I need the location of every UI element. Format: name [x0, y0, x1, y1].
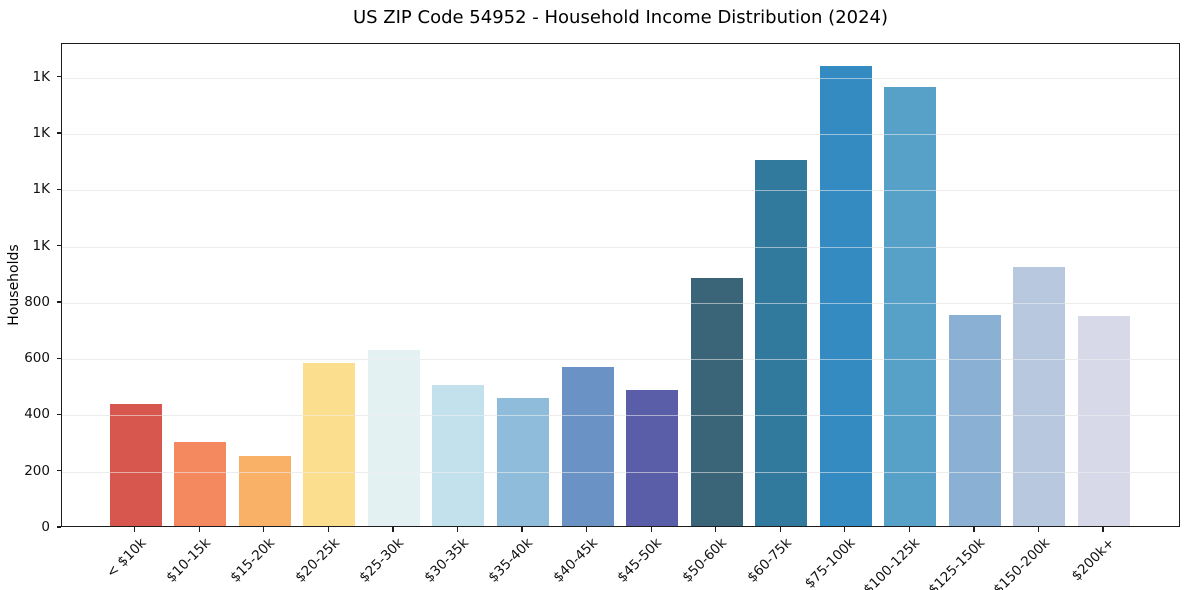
- x-tick-label: $125-150k: [925, 535, 989, 590]
- y-tick-label: 0: [41, 519, 50, 535]
- x-tick-mark: [585, 527, 588, 532]
- x-tick-label: $50-60k: [679, 535, 730, 586]
- x-tick-mark: [1037, 527, 1040, 532]
- bar-150-200k: [1013, 267, 1066, 526]
- x-tick-mark: [973, 527, 975, 532]
- y-tick-label: 200: [24, 462, 50, 479]
- x-tick-label: $30-35k: [421, 535, 472, 586]
- x-tick-label: $25-30k: [356, 535, 408, 586]
- gridline: [62, 134, 1179, 135]
- y-tick-mark: [57, 526, 61, 528]
- y-tick-mark: [57, 413, 61, 416]
- bar-35-40k: [497, 398, 549, 526]
- x-tick-mark: [715, 527, 717, 532]
- x-tick-mark: [844, 527, 846, 532]
- bar-75-100k: [819, 65, 872, 526]
- plot-area: [61, 43, 1180, 527]
- x-tick-mark: [392, 527, 394, 532]
- y-tick-label: 1K: [32, 125, 50, 141]
- x-tick-label: $10-15k: [162, 535, 214, 586]
- gridline: [62, 246, 1179, 248]
- y-tick-mark: [57, 76, 61, 78]
- bar-20-25k: [303, 362, 356, 526]
- bar-125-150k: [948, 315, 1001, 526]
- y-tick-label: 800: [24, 293, 50, 310]
- gridline: [62, 415, 1179, 417]
- y-tick-label: 1K: [32, 181, 50, 198]
- gridline: [62, 471, 1179, 473]
- y-tick-label: 1K: [32, 237, 50, 254]
- bar-10-15k: [174, 441, 227, 526]
- gridline: [62, 359, 1179, 361]
- bar-200k: [1078, 316, 1130, 526]
- x-tick-mark: [456, 527, 459, 532]
- x-tick-mark: [134, 527, 136, 532]
- bar-100-125k: [884, 87, 937, 526]
- x-tick-label: $60-75k: [743, 535, 795, 586]
- chart-title: US ZIP Code 54952 - Household Income Dis…: [352, 7, 889, 28]
- bar-25-30k: [367, 350, 420, 526]
- bar-50-60k: [690, 278, 743, 526]
- x-tick-label: $75-100k: [802, 535, 860, 590]
- x-tick-label: $40-45k: [550, 535, 601, 586]
- gridline: [62, 77, 1179, 79]
- y-tick-mark: [57, 132, 61, 134]
- x-tick-mark: [1102, 527, 1104, 532]
- x-tick-mark: [908, 527, 910, 532]
- bar-10k: [109, 403, 162, 526]
- bar-15-20k: [238, 455, 291, 526]
- x-tick-label: $45-50k: [614, 535, 666, 586]
- x-tick-mark: [263, 527, 265, 532]
- x-tick-label: $150-200k: [989, 535, 1053, 590]
- x-tick-mark: [521, 527, 523, 532]
- x-tick-label: < $10k: [102, 535, 150, 582]
- y-tick-mark: [57, 470, 61, 472]
- y-tick-label: 400: [24, 406, 50, 423]
- y-tick-mark: [57, 301, 61, 303]
- bar-40-45k: [561, 367, 614, 526]
- y-tick-label: 600: [24, 350, 50, 367]
- y-tick-mark: [57, 245, 61, 247]
- x-tick-mark: [198, 527, 200, 532]
- x-tick-label: $15-20k: [227, 535, 279, 586]
- gridline: [62, 190, 1179, 192]
- gridline: [62, 302, 1179, 304]
- y-tick-mark: [57, 357, 61, 359]
- x-tick-label: $200k+: [1068, 535, 1118, 585]
- x-tick-mark: [779, 527, 781, 532]
- bar-30-35k: [432, 385, 485, 526]
- x-tick-label: $100-125k: [860, 535, 924, 590]
- x-tick-label: $20-25k: [291, 535, 343, 586]
- x-tick-mark: [327, 527, 329, 532]
- x-tick-label: $35-40k: [485, 535, 537, 586]
- bar-45-50k: [626, 389, 679, 526]
- x-tick-mark: [650, 527, 652, 532]
- y-axis-label: Households: [6, 244, 22, 326]
- bar-60-75k: [755, 160, 808, 526]
- y-tick-label: 1K: [32, 68, 50, 85]
- y-tick-mark: [57, 188, 61, 190]
